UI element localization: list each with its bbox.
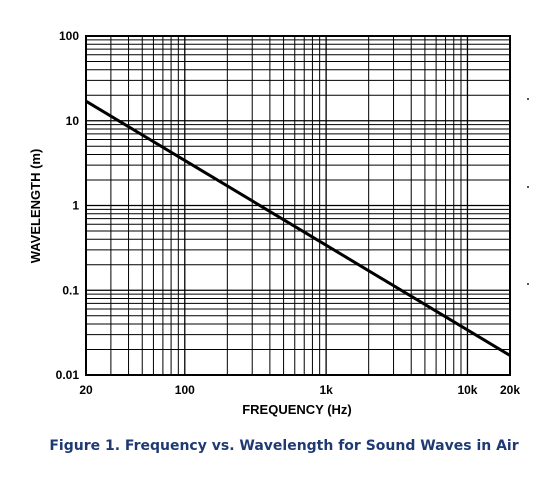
x-axis-label: FREQUENCY (Hz) <box>242 402 352 417</box>
scan-mark <box>527 98 529 100</box>
x-tick-label: 10k <box>457 383 477 397</box>
chart-series <box>85 99 511 357</box>
scan-mark <box>527 186 529 188</box>
y-axis-ticks: 0.01 0.1 1 10 100 <box>56 29 80 382</box>
y-tick-label: 0.01 <box>56 368 80 382</box>
y-tick-label: 1 <box>72 199 79 213</box>
scan-mark <box>527 283 529 285</box>
y-tick-label: 10 <box>66 114 80 128</box>
x-tick-label: 100 <box>175 383 195 397</box>
series-line <box>85 99 511 357</box>
y-tick-label: 100 <box>59 29 79 43</box>
x-axis-ticks: 20 100 1k 10k 20k <box>79 383 520 397</box>
y-axis-label: WAVELENGTH (m) <box>28 149 43 264</box>
y-tick-label: 0.1 <box>62 283 79 297</box>
chart-grid <box>86 36 510 375</box>
x-tick-label: 20k <box>500 383 520 397</box>
plot-frame <box>85 35 511 376</box>
x-tick-label: 20 <box>79 383 93 397</box>
figure-caption: Figure 1. Frequency vs. Wavelength for S… <box>49 438 518 454</box>
x-tick-label: 1k <box>319 383 333 397</box>
